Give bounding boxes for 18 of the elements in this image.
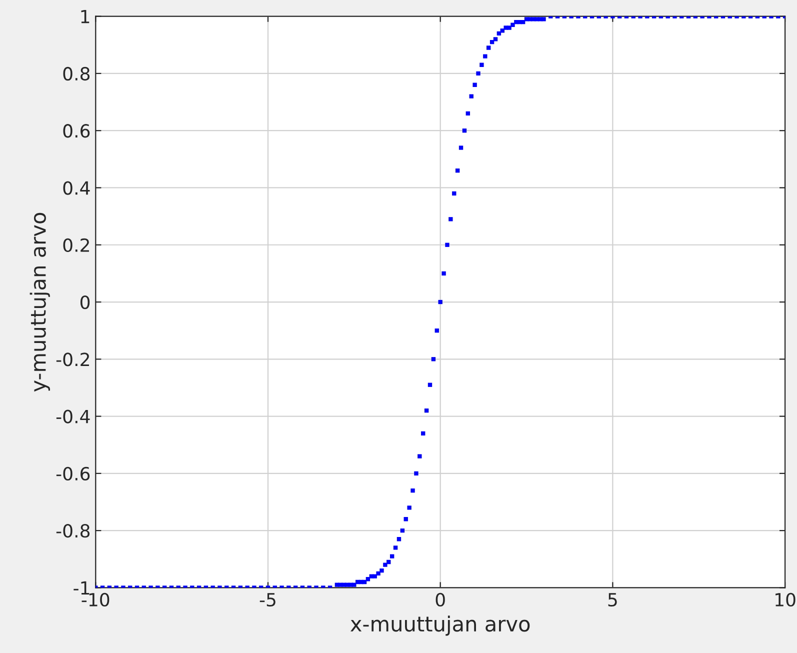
y-tick-label: 0.8 xyxy=(63,66,90,81)
y-tick-label: 0.6 xyxy=(63,124,90,138)
y-tick-label: 0.4 xyxy=(63,181,90,195)
y-tick-label: -0.2 xyxy=(56,352,89,366)
y-tick-label: 1 xyxy=(81,10,90,24)
x-tick-label: -10 xyxy=(82,592,110,607)
x-axis-title: x-muuttujan arvo xyxy=(350,616,530,636)
y-tick-label: -0.8 xyxy=(56,524,90,538)
x-tick-label: -5 xyxy=(260,593,276,607)
y-tick-label: -0.6 xyxy=(56,466,90,481)
y-tick-label: 0.2 xyxy=(63,238,89,252)
x-tick-label: 0 xyxy=(436,592,445,607)
x-tick-label: 5 xyxy=(608,593,617,607)
y-tick-label: -1 xyxy=(74,581,90,595)
x-tick-label: 10 xyxy=(776,592,796,607)
y-axis-title: y-muuttujan arvo xyxy=(30,212,50,392)
y-tick-label: 0 xyxy=(80,295,90,310)
y-tick-label: -0.4 xyxy=(56,410,90,424)
